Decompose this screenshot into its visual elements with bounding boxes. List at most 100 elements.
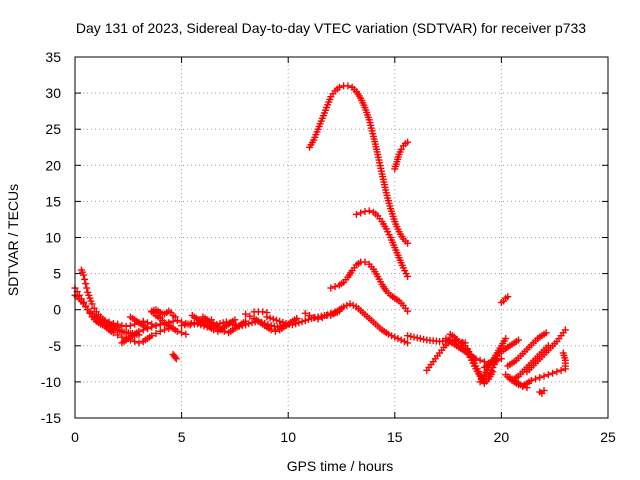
y-tick-label: 5 bbox=[53, 266, 61, 282]
data-point bbox=[489, 368, 497, 376]
data-point bbox=[361, 258, 369, 266]
data-point bbox=[549, 369, 557, 377]
data-point bbox=[263, 313, 271, 321]
data-point bbox=[118, 322, 126, 330]
data-point bbox=[404, 239, 412, 247]
data-point bbox=[97, 315, 105, 323]
data-point bbox=[135, 327, 143, 335]
data-point bbox=[187, 319, 195, 327]
data-point bbox=[458, 338, 466, 346]
data-point bbox=[404, 307, 412, 315]
data-point bbox=[404, 339, 412, 347]
data-point bbox=[109, 329, 117, 337]
data-point bbox=[407, 332, 415, 340]
data-point bbox=[88, 300, 96, 308]
x-tick-label: 0 bbox=[71, 429, 79, 445]
data-point bbox=[143, 324, 151, 332]
y-tick-label: 0 bbox=[53, 302, 61, 318]
data-point bbox=[148, 323, 156, 331]
data-point bbox=[388, 332, 396, 340]
data-point bbox=[276, 317, 284, 325]
data-point bbox=[172, 355, 180, 363]
data-point bbox=[404, 332, 412, 340]
x-tick-label: 10 bbox=[280, 429, 296, 445]
data-point bbox=[114, 320, 122, 328]
data-point bbox=[327, 284, 335, 292]
data-point bbox=[357, 209, 365, 217]
data-point bbox=[178, 322, 186, 330]
data-point bbox=[391, 333, 399, 341]
axis-ticks: 0 5 10 15 20 25 -15 -10 -5 0 5 10 15 20 25 30 35 bbox=[41, 49, 616, 445]
y-tick-label: 30 bbox=[45, 85, 61, 101]
data-point bbox=[131, 337, 139, 345]
data-point bbox=[231, 316, 239, 324]
data-point bbox=[561, 326, 569, 334]
data-point bbox=[349, 301, 357, 309]
data-point bbox=[269, 315, 277, 323]
data-point bbox=[292, 320, 300, 328]
data-point bbox=[340, 303, 348, 311]
data-point bbox=[90, 304, 98, 312]
data-point bbox=[397, 145, 405, 153]
data-point bbox=[156, 327, 164, 335]
data-point bbox=[82, 280, 90, 288]
data-point bbox=[114, 331, 122, 339]
data-point bbox=[293, 314, 301, 322]
y-tick-label: -10 bbox=[41, 374, 61, 390]
data-point bbox=[173, 317, 181, 325]
chart-title: Day 131 of 2023, Sidereal Day-to-day VTE… bbox=[76, 20, 586, 36]
data-point bbox=[544, 342, 552, 350]
x-tick-label: 5 bbox=[178, 429, 186, 445]
data-point bbox=[502, 335, 510, 343]
data-point bbox=[105, 318, 113, 326]
y-tick-label: 20 bbox=[45, 157, 61, 173]
data-point bbox=[285, 320, 293, 328]
data-point bbox=[92, 313, 100, 321]
data-point bbox=[81, 275, 89, 283]
data-point bbox=[504, 293, 512, 301]
data-point bbox=[553, 368, 561, 376]
data-point bbox=[536, 374, 544, 382]
data-point bbox=[266, 314, 274, 322]
data-point bbox=[181, 321, 189, 329]
data-point bbox=[463, 346, 471, 354]
data-point bbox=[413, 334, 421, 342]
x-axis-label: GPS time / hours bbox=[287, 458, 394, 474]
data-point bbox=[532, 375, 540, 383]
data-point bbox=[404, 138, 412, 146]
data-point bbox=[271, 327, 279, 335]
y-tick-label: 25 bbox=[45, 121, 61, 137]
data-point bbox=[80, 271, 88, 279]
data-point bbox=[126, 322, 134, 330]
data-point bbox=[259, 308, 267, 316]
data-point bbox=[346, 300, 354, 308]
data-point bbox=[152, 330, 160, 338]
data-point bbox=[306, 311, 314, 319]
data-point bbox=[242, 317, 250, 325]
data-point bbox=[109, 319, 117, 327]
y-tick-label: 15 bbox=[45, 193, 61, 209]
data-point bbox=[248, 319, 256, 327]
data-point bbox=[295, 319, 303, 327]
data-point bbox=[416, 335, 424, 343]
data-point bbox=[246, 312, 254, 320]
data-point bbox=[182, 330, 190, 338]
data-point bbox=[542, 329, 550, 337]
data-point bbox=[540, 372, 548, 380]
data-point bbox=[361, 208, 369, 216]
data-point bbox=[527, 376, 535, 384]
data-point bbox=[331, 283, 339, 291]
data-point bbox=[540, 387, 548, 395]
y-tick-label: -15 bbox=[41, 410, 61, 426]
x-tick-label: 25 bbox=[600, 429, 616, 445]
y-axis-label: SDTVAR / TECUs bbox=[5, 184, 21, 296]
data-point bbox=[365, 207, 373, 215]
data-point bbox=[343, 301, 351, 309]
data-point bbox=[279, 318, 287, 326]
data-point bbox=[135, 339, 143, 347]
data-point bbox=[304, 315, 312, 323]
data-point bbox=[171, 313, 179, 321]
data-point bbox=[301, 309, 309, 317]
